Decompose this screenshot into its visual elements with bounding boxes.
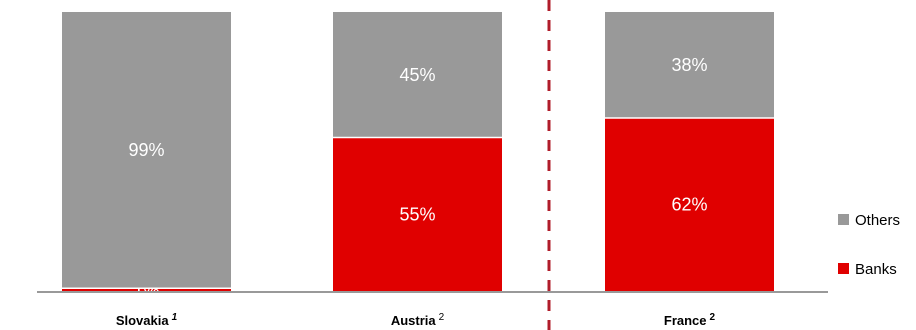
footnote-marker: 1 xyxy=(172,312,178,323)
legend-swatch-others xyxy=(838,214,849,225)
legend-label-others: Others xyxy=(855,212,900,229)
category-labels: Slovakia 1 Austria 2 France 2 xyxy=(116,312,716,328)
category-label-slovakia: Slovakia 1 xyxy=(116,312,178,328)
data-label-others-slovakia: 99% xyxy=(128,140,164,160)
bar-banks-france xyxy=(605,118,774,292)
data-label-others-france: 38% xyxy=(671,55,707,75)
data-label-others-austria: 45% xyxy=(399,65,435,85)
bar-banks-austria xyxy=(333,137,502,291)
bar-others-austria xyxy=(333,12,502,138)
category-label-france: France 2 xyxy=(664,312,716,328)
legend: Others Banks xyxy=(838,212,900,278)
data-label-banks-austria: 55% xyxy=(399,204,435,224)
bar-banks-slovakia xyxy=(62,288,231,291)
data-label-banks-france: 62% xyxy=(671,195,707,215)
legend-swatch-banks xyxy=(838,263,849,274)
bar-others-france xyxy=(605,12,774,119)
bars-group: 1%99%55%45%62%38% xyxy=(62,12,774,301)
footnote-marker: 2 xyxy=(710,312,716,323)
category-label-austria: Austria 2 xyxy=(391,312,445,328)
legend-label-banks: Banks xyxy=(855,261,897,278)
footnote-marker: 2 xyxy=(439,312,445,323)
bar-others-slovakia xyxy=(62,12,231,289)
